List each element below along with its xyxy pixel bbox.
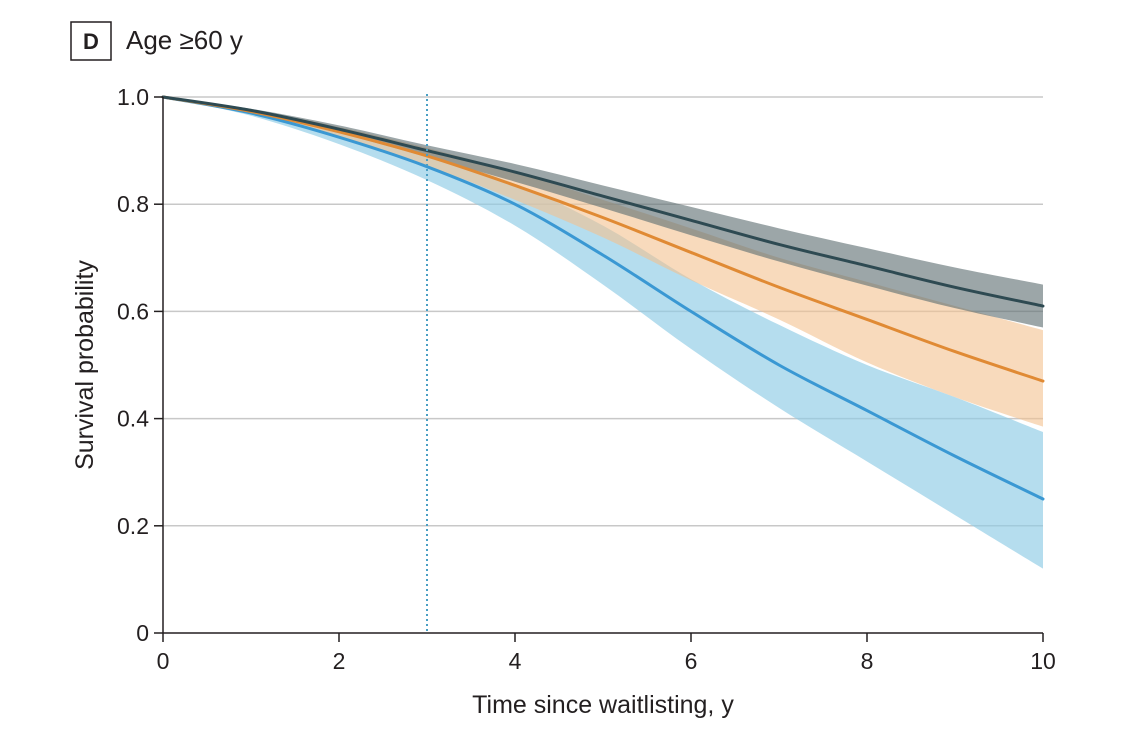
x-tick-label-4: 8 xyxy=(861,648,874,674)
x-tick-label-1: 2 xyxy=(333,648,346,674)
axes xyxy=(154,96,1044,642)
confidence-bands xyxy=(163,97,1043,569)
y-tick-label-1: 0.2 xyxy=(117,513,149,539)
y-tick-label-0: 0 xyxy=(136,620,149,646)
x-tick-label-0: 0 xyxy=(157,648,170,674)
series-line-2 xyxy=(161,95,1045,383)
x-tick-label-3: 6 xyxy=(685,648,698,674)
series-lines xyxy=(161,95,1045,501)
y-axis-label: Survival probability xyxy=(71,260,99,470)
series-line-1 xyxy=(161,95,1045,308)
panel-label: D xyxy=(83,29,99,54)
tick-labels: 0 0.2 0.4 0.6 0.8 1.0 0 2 4 6 8 10 xyxy=(117,84,1056,674)
y-tick-label-3: 0.6 xyxy=(117,298,149,324)
x-tick-label-2: 4 xyxy=(509,648,522,674)
panel-label-box xyxy=(70,21,112,61)
confidence-band-2 xyxy=(163,97,1043,427)
series-line-3 xyxy=(161,95,1045,501)
y-tick-label-2: 0.4 xyxy=(117,406,149,432)
x-tick-label-5: 10 xyxy=(1030,648,1056,674)
x-axis-label: Time since waitlisting, y xyxy=(472,691,734,719)
y-tick-label-4: 0.8 xyxy=(117,191,149,217)
confidence-band-1 xyxy=(163,97,1043,328)
chart-title: Age ≥60 y xyxy=(126,25,243,55)
chart-header: D Age ≥60 y xyxy=(70,21,243,61)
y-tick-label-5: 1.0 xyxy=(117,84,149,110)
